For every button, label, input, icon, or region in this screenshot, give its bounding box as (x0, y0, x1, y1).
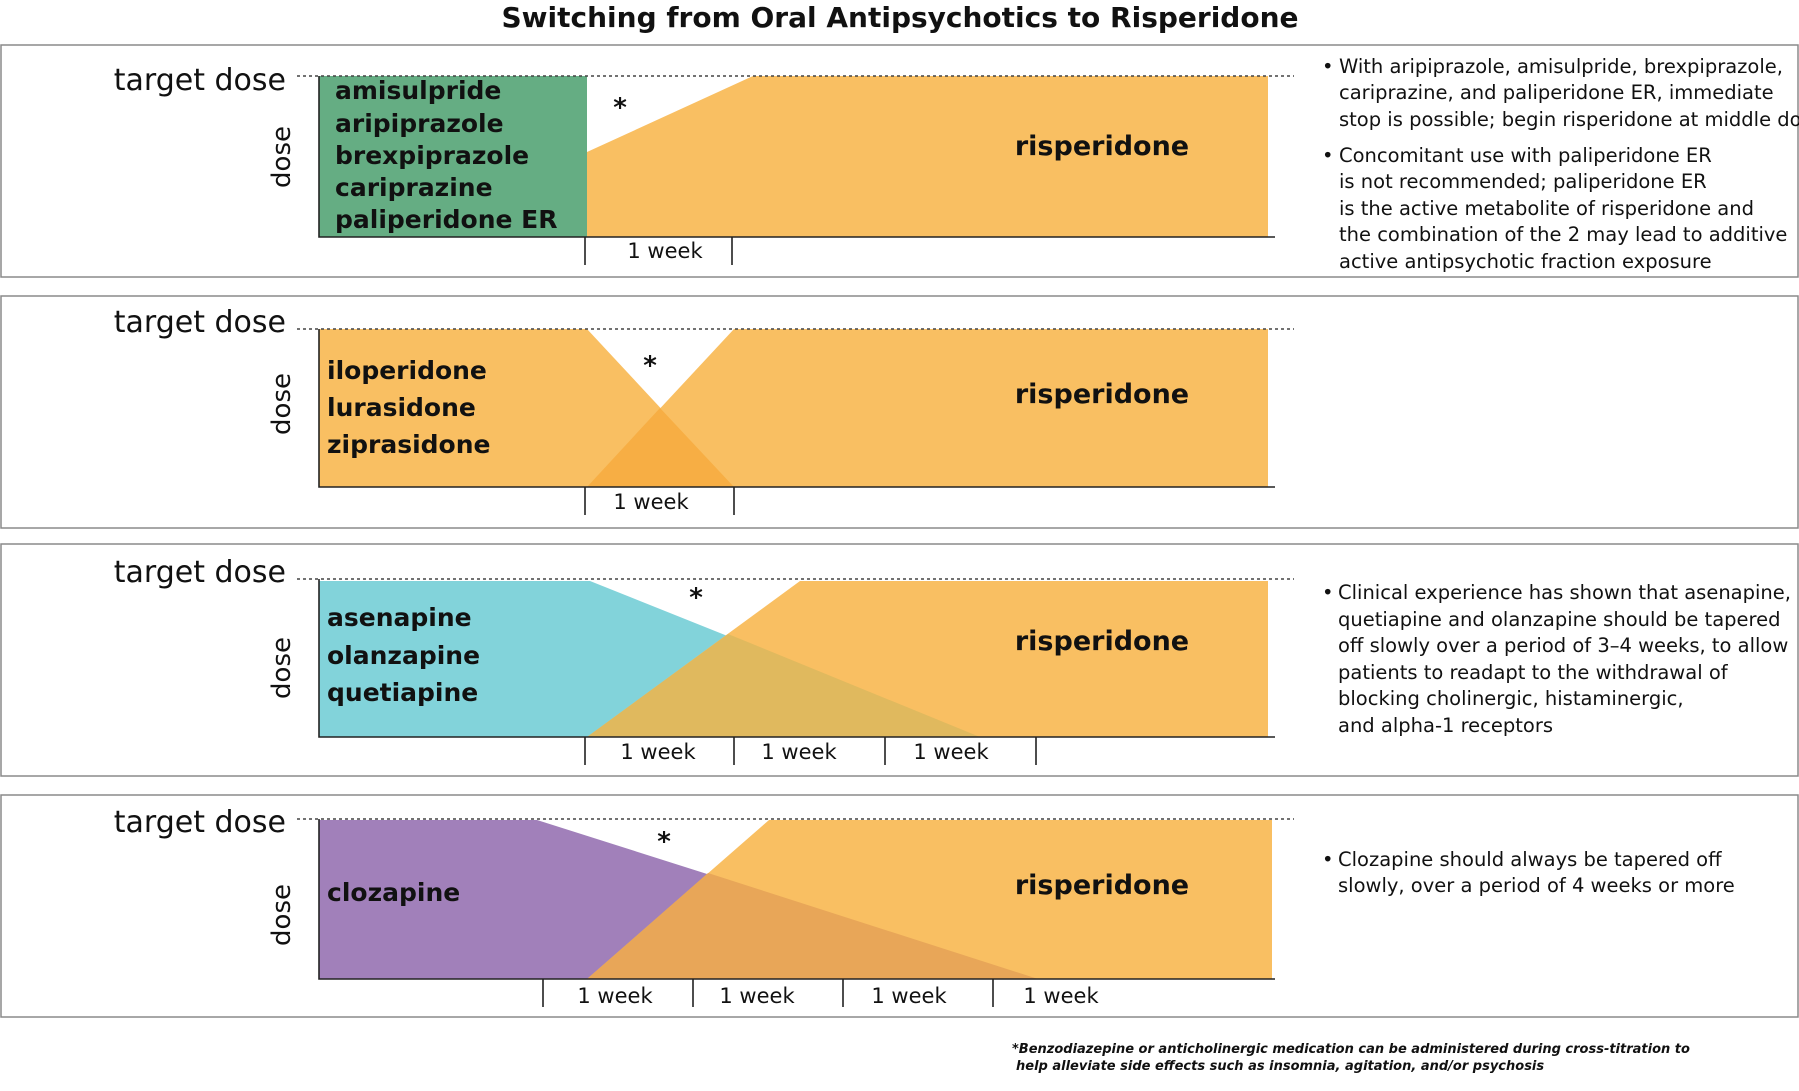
note-bullet: • (1322, 581, 1334, 604)
note-line: the combination of the 2 may lead to add… (1339, 223, 1787, 246)
drug-label: clozapine (327, 878, 460, 907)
note-line: cariprazine, and paliperidone ER, immedi… (1339, 81, 1774, 104)
note-line: Concomitant use with paliperidone ER (1339, 144, 1712, 167)
drug-label: aripiprazole (335, 109, 504, 138)
week-label: 1 week (627, 239, 703, 263)
drug-label: amisulpride (335, 76, 501, 105)
note-line: patients to readapt to the withdrawal of (1338, 661, 1729, 684)
dose-axis-label: dose (267, 373, 297, 435)
cross-titration-overlap (587, 408, 734, 487)
note-line: off slowly over a period of 3–4 weeks, t… (1338, 634, 1788, 657)
week-label: 1 week (719, 984, 795, 1008)
week-label: 1 week (871, 984, 947, 1008)
week-label: 1 week (613, 490, 689, 514)
note-line: With aripiprazole, amisulpride, brexpipr… (1339, 55, 1783, 78)
note-line: Clinical experience has shown that asena… (1338, 581, 1791, 604)
risperidone-label: risperidone (1015, 626, 1189, 657)
panel-1: 1 week target dose dose * amisulpride ar… (114, 55, 1799, 273)
note-bullet: • (1322, 55, 1334, 78)
risperidone-label: risperidone (1015, 870, 1189, 901)
drug-label: brexpiprazole (335, 141, 529, 170)
group1-previous-drug-area (319, 76, 587, 237)
drug-label: asenapine (327, 603, 472, 632)
note-line: slowly, over a period of 4 weeks or more (1338, 874, 1735, 897)
week-label: 1 week (577, 984, 653, 1008)
panel-2: 1 week target dose dose * iloperidone lu… (114, 305, 1294, 515)
dose-axis (318, 76, 1275, 238)
footnote-line: help alleviate side effects such as inso… (1016, 1059, 1544, 1074)
note-line: is not recommended; paliperidone ER (1339, 170, 1707, 193)
note-line: blocking cholinergic, histaminergic, (1338, 687, 1684, 710)
drug-label: lurasidone (327, 393, 476, 422)
asterisk: * (643, 351, 657, 381)
panel-4: 1 week 1 week 1 week 1 week target dose … (114, 805, 1735, 1008)
dose-axis (318, 819, 1275, 980)
risperidone-area (587, 76, 1268, 237)
note-line: is the active metabolite of risperidone … (1339, 197, 1754, 220)
asterisk: * (689, 583, 703, 613)
drug-label: olanzapine (327, 641, 480, 670)
drug-label: paliperidone ER (335, 205, 558, 234)
risperidone-area (587, 329, 1268, 487)
week-label: 1 week (620, 740, 696, 764)
note-bullet: • (1322, 848, 1334, 871)
week-label: 1 week (761, 740, 837, 764)
asterisk: * (657, 827, 671, 857)
panel-3: 1 week 1 week 1 week target dose dose * … (114, 555, 1791, 765)
week-label: 1 week (913, 740, 989, 764)
note-line: quetiapine and olanzapine should be tape… (1338, 608, 1780, 631)
dose-axis-label: dose (267, 884, 297, 946)
target-dose-label: target dose (114, 555, 286, 590)
note-line: and alpha-1 receptors (1338, 714, 1553, 737)
dose-axis (318, 329, 1275, 488)
note-line: Clozapine should always be tapered off (1338, 848, 1722, 871)
footnote-line: *Benzodiazepine or anticholinergic medic… (1012, 1042, 1690, 1057)
note-bullet: • (1322, 144, 1334, 167)
drug-label: cariprazine (335, 173, 493, 202)
dose-axis-label: dose (267, 637, 297, 699)
drug-label: iloperidone (327, 356, 487, 385)
diagram-title: Switching from Oral Antipsychotics to Ri… (501, 1, 1298, 34)
dose-axis (318, 579, 1275, 738)
note-line: stop is possible; begin risperidone at m… (1339, 108, 1799, 131)
target-dose-label: target dose (114, 805, 286, 840)
cross-titration-overlap (587, 873, 1038, 979)
dose-axis-label: dose (267, 126, 297, 188)
asterisk: * (613, 93, 627, 123)
target-dose-label: target dose (114, 63, 286, 98)
note-line: active antipsychotic fraction exposure (1339, 250, 1712, 273)
drug-label: quetiapine (327, 678, 478, 707)
cross-titration-overlap (587, 634, 980, 737)
risperidone-label: risperidone (1015, 131, 1189, 162)
target-dose-label: target dose (114, 305, 286, 340)
week-label: 1 week (1023, 984, 1099, 1008)
drug-label: ziprasidone (327, 430, 491, 459)
risperidone-label: risperidone (1015, 379, 1189, 410)
